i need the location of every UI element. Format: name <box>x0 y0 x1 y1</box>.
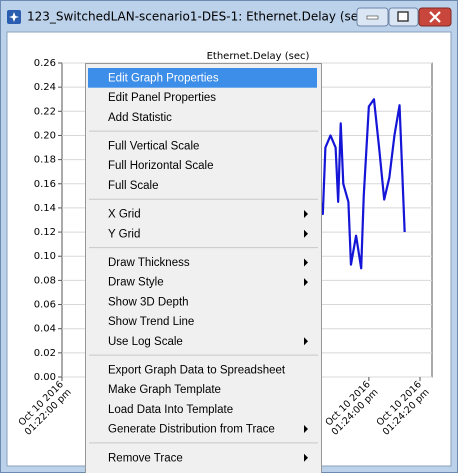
y-tick-label: 0.12 <box>34 227 56 238</box>
menu-item[interactable]: Remove Trace <box>108 452 308 464</box>
menu-item-label: Show 3D Depth <box>108 296 189 308</box>
menu-item-label: Generate Distribution from Trace <box>108 424 275 436</box>
y-tick-label: 0.02 <box>34 348 56 359</box>
menu-item[interactable]: Use Log Scale <box>108 336 308 348</box>
y-tick-label: 0.10 <box>34 251 56 262</box>
y-tick-label: 0.14 <box>34 203 56 214</box>
y-tick-label: 0.00 <box>34 372 56 383</box>
menu-item[interactable]: Edit Graph Properties <box>88 68 317 88</box>
menu-item[interactable]: Show 3D Depth <box>108 296 189 308</box>
minimize-icon <box>366 15 379 20</box>
menu-item[interactable]: Edit Panel Properties <box>108 92 216 104</box>
menu-item-label: Full Vertical Scale <box>108 140 199 152</box>
menu-item[interactable]: Full Vertical Scale <box>108 140 199 152</box>
app-icon-star <box>9 12 19 22</box>
menu-item[interactable]: Draw Thickness <box>108 257 308 269</box>
menu-item[interactable]: Generate Distribution from Trace <box>108 424 308 436</box>
submenu-arrow <box>304 425 308 434</box>
submenu-arrow <box>304 258 308 267</box>
menu-highlight <box>88 68 317 88</box>
submenu-arrow <box>304 453 308 462</box>
submenu-arrow <box>304 229 308 238</box>
submenu-arrow <box>304 278 308 287</box>
close-icon <box>429 11 441 23</box>
data-line <box>316 98 406 270</box>
y-tick-label: 0.24 <box>34 82 56 93</box>
menu-item-label: Add Statistic <box>108 112 172 124</box>
menu-background <box>85 63 322 473</box>
submenu-arrow <box>304 210 308 219</box>
chart-title: Ethernet.Delay (sec) <box>207 51 310 62</box>
menu-item[interactable]: Show Trend Line <box>108 316 194 328</box>
menu-item-label: Draw Thickness <box>108 257 190 269</box>
menu-item-label: Edit Panel Properties <box>108 92 216 104</box>
menu-item-label: X Grid <box>108 209 141 221</box>
menu-item[interactable]: Add Statistic <box>108 112 172 124</box>
y-tick-label: 0.20 <box>34 130 56 141</box>
menu-item-label: Export Graph Data to Spreadsheet <box>108 364 286 376</box>
menu-item-label: Use Log Scale <box>108 336 183 348</box>
menu-item-label: Remove Trace <box>108 452 183 464</box>
menu-item-label: Make Graph Template <box>108 384 221 396</box>
menu-item-label: Load Data Into Template <box>108 404 233 416</box>
menu-item-label: Full Horizontal Scale <box>108 160 213 172</box>
y-tick-label: 0.08 <box>34 275 56 286</box>
menu-item-label: Full Scale <box>108 180 159 192</box>
y-tick-label: 0.16 <box>34 179 56 190</box>
menu-item-label: Draw Style <box>108 277 164 289</box>
maximize-icon <box>397 11 409 22</box>
y-tick-label: 0.06 <box>34 300 56 311</box>
menu-item-label: Edit Graph Properties <box>108 72 219 84</box>
menu-item[interactable]: Load Data Into Template <box>108 404 233 416</box>
menu-item[interactable]: Export Graph Data to Spreadsheet <box>108 364 286 376</box>
window-title: 123_SwitchedLAN-scenario1-DES-1: Etherne… <box>27 10 369 24</box>
menu-item[interactable]: Full Horizontal Scale <box>108 160 213 172</box>
y-tick-label: 0.22 <box>34 106 56 117</box>
menu-item-label: Show Trend Line <box>108 316 194 328</box>
menu-item-label: Y Grid <box>108 228 140 240</box>
menu-item[interactable]: Y Grid <box>108 228 308 240</box>
submenu-arrow <box>304 337 308 346</box>
menu-item[interactable]: Draw Style <box>108 277 308 289</box>
menu-item[interactable]: Full Scale <box>108 180 159 192</box>
context-menu: Edit Graph Properties Edit Panel Properti… <box>85 63 322 473</box>
y-tick-label: 0.18 <box>34 155 56 166</box>
menu-item[interactable]: X Grid <box>108 209 308 221</box>
menu-item[interactable]: Make Graph Template <box>108 384 221 396</box>
y-tick-label: 0.26 <box>34 58 56 69</box>
y-tick-label: 0.04 <box>34 324 56 335</box>
